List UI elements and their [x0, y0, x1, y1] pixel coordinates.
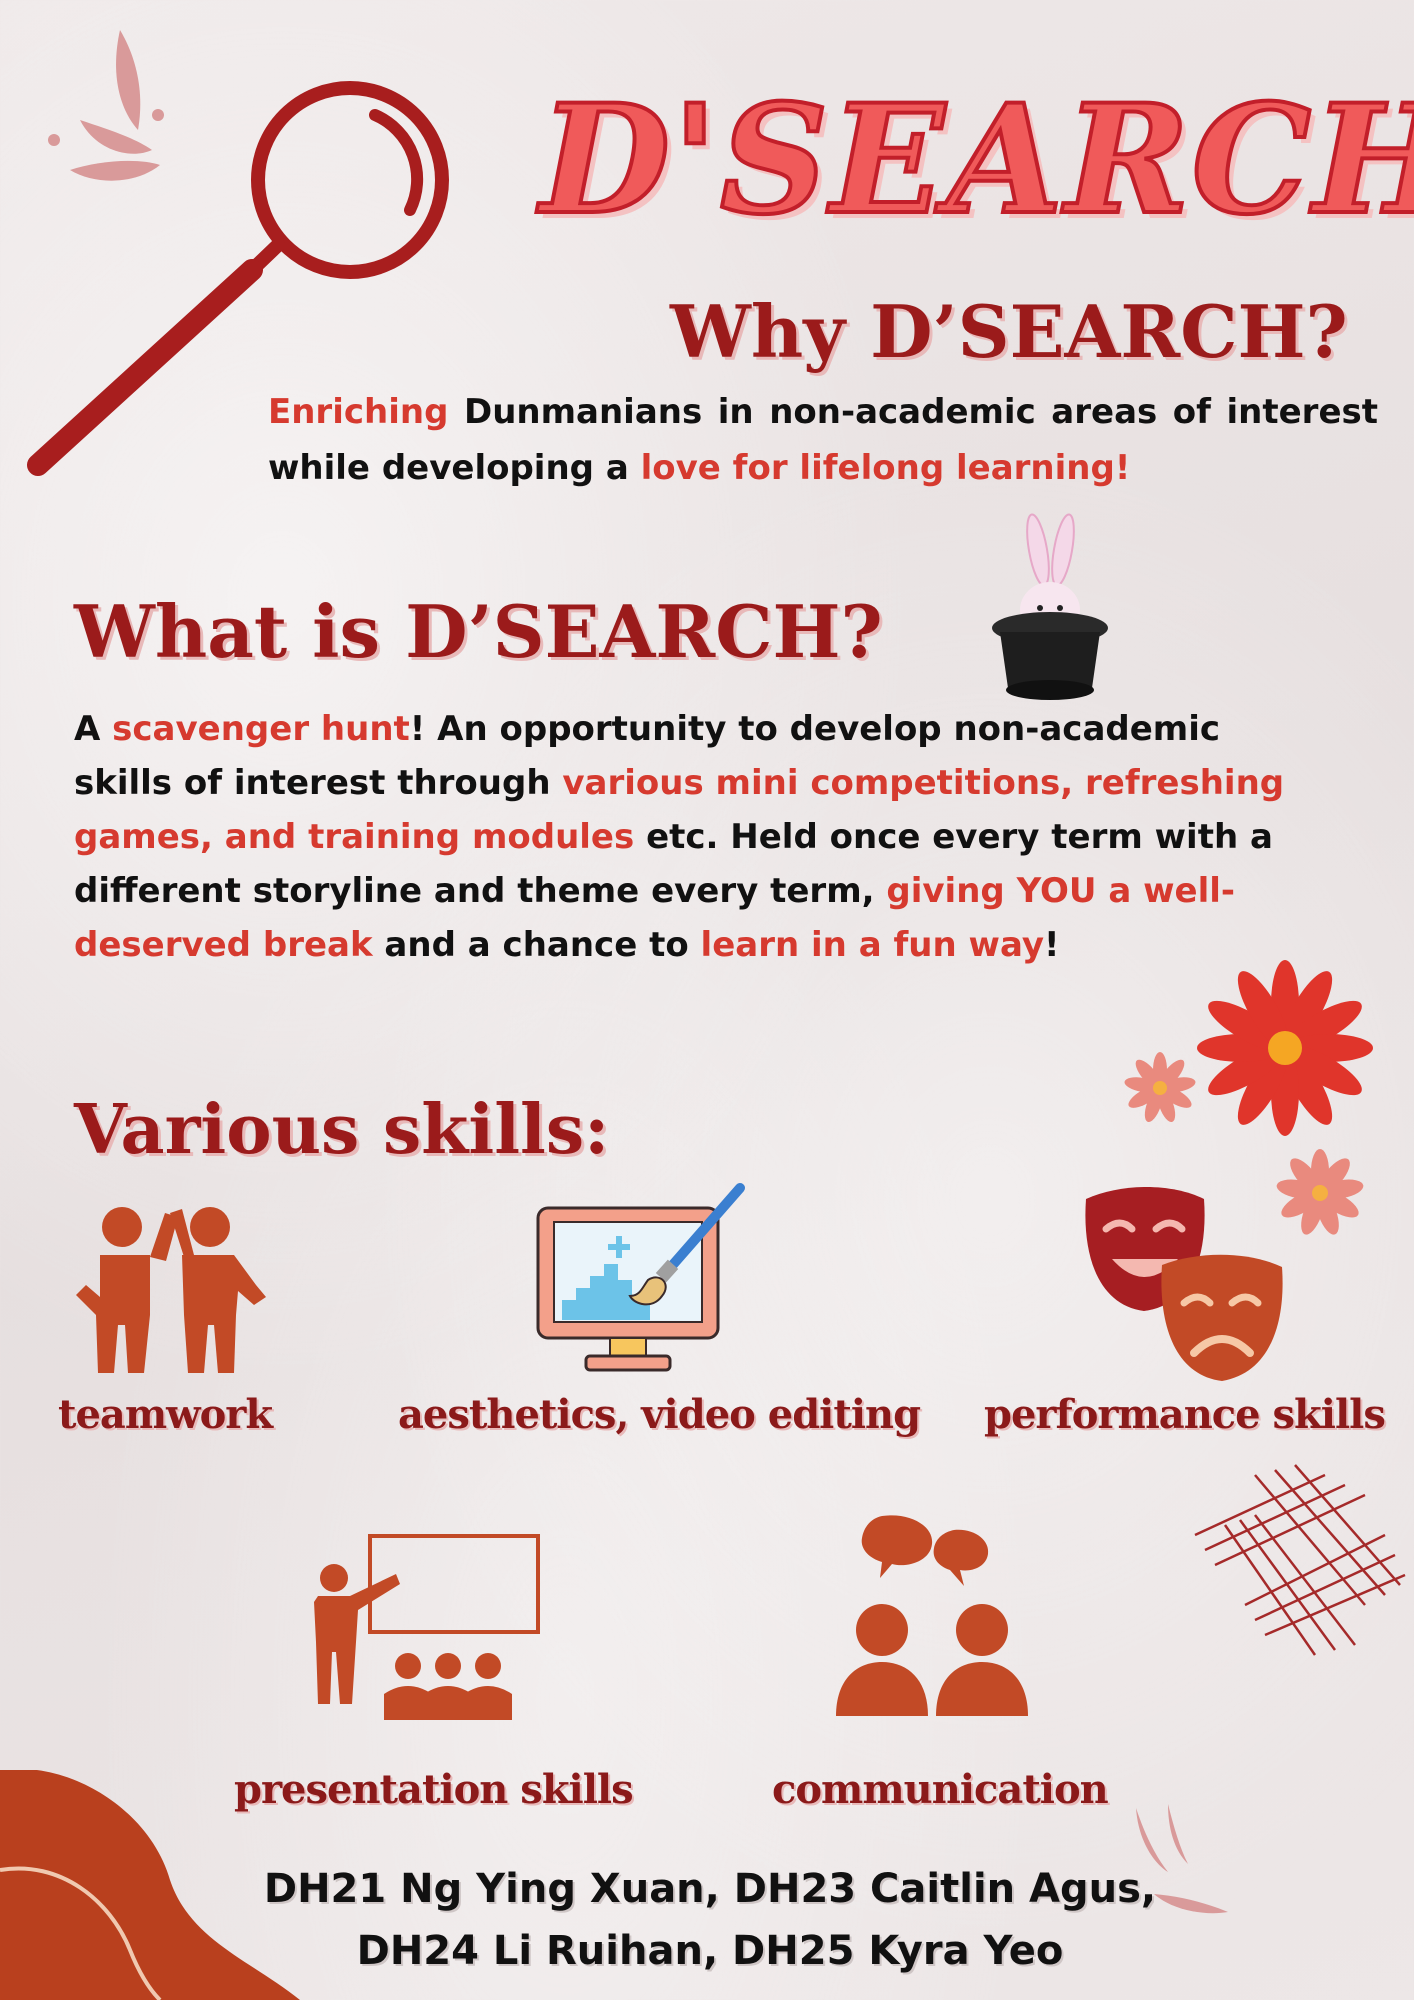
credits-line-1: DH21 Ng Ying Xuan, DH23 Caitlin Agus, [263, 1866, 1157, 1912]
credits: DH21 Ng Ying Xuan, DH23 Caitlin Agus, DH… [160, 1858, 1260, 1982]
what-text-4: and a chance to [372, 925, 701, 965]
what-text-1: A [74, 709, 113, 749]
why-paragraph: Enriching Dunmanians in non-academic are… [268, 384, 1378, 496]
teamwork-icon [76, 1207, 266, 1373]
what-paragraph: A scavenger hunt! An opportunity to deve… [74, 702, 1314, 972]
monitor-paintbrush-icon [536, 1183, 745, 1372]
credits-line-2: DH24 Li Ruihan, DH25 Kyra Yeo [356, 1928, 1064, 1974]
what-highlight-activities: various mini competitions, refreshing ga… [74, 763, 1285, 857]
what-highlight-fun: learn in a fun way [700, 925, 1044, 965]
what-text-3: etc. Held once every term with a differe… [74, 817, 1273, 911]
communication-icon [836, 1515, 1028, 1716]
flowers-decoration-icon [1124, 960, 1373, 1235]
what-text-5: ! [1044, 925, 1060, 965]
splash-small-decoration-icon [1136, 1804, 1228, 1914]
skill-label-aesthetics: aesthetics, video editing [398, 1391, 921, 1438]
why-highlight-enriching: Enriching [268, 392, 449, 432]
skill-label-performance: performance skills [984, 1391, 1386, 1438]
why-heading: Why D’SEARCH? [670, 289, 1348, 374]
skills-heading: Various skills: [74, 1090, 610, 1170]
what-text-2: ! An opportunity to develop non-academic… [74, 709, 1221, 803]
blob-decoration-icon [0, 1770, 300, 2000]
splash-decoration-icon [48, 30, 164, 181]
why-text: Dunmanians in non-academic areas of inte… [268, 392, 1378, 488]
presentation-icon [314, 1534, 540, 1720]
theatre-masks-icon [1085, 1187, 1283, 1381]
why-highlight-lifelong: love for lifelong learning! [640, 448, 1131, 488]
what-highlight-scavenger: scavenger hunt [112, 709, 410, 749]
magnifying-glass-icon [27, 81, 449, 476]
what-highlight-break: giving YOU a well-deserved break [74, 871, 1236, 965]
skill-label-communication: communication [772, 1766, 1109, 1813]
crosshatch-decoration-icon [1194, 1464, 1406, 1656]
what-heading: What is D’SEARCH? [74, 589, 883, 674]
page-title: D'SEARCH [538, 72, 1414, 248]
magic-hat-rabbit-icon [992, 513, 1108, 700]
skill-label-teamwork: teamwork [58, 1391, 273, 1438]
skill-label-presentation: presentation skills [234, 1766, 634, 1813]
